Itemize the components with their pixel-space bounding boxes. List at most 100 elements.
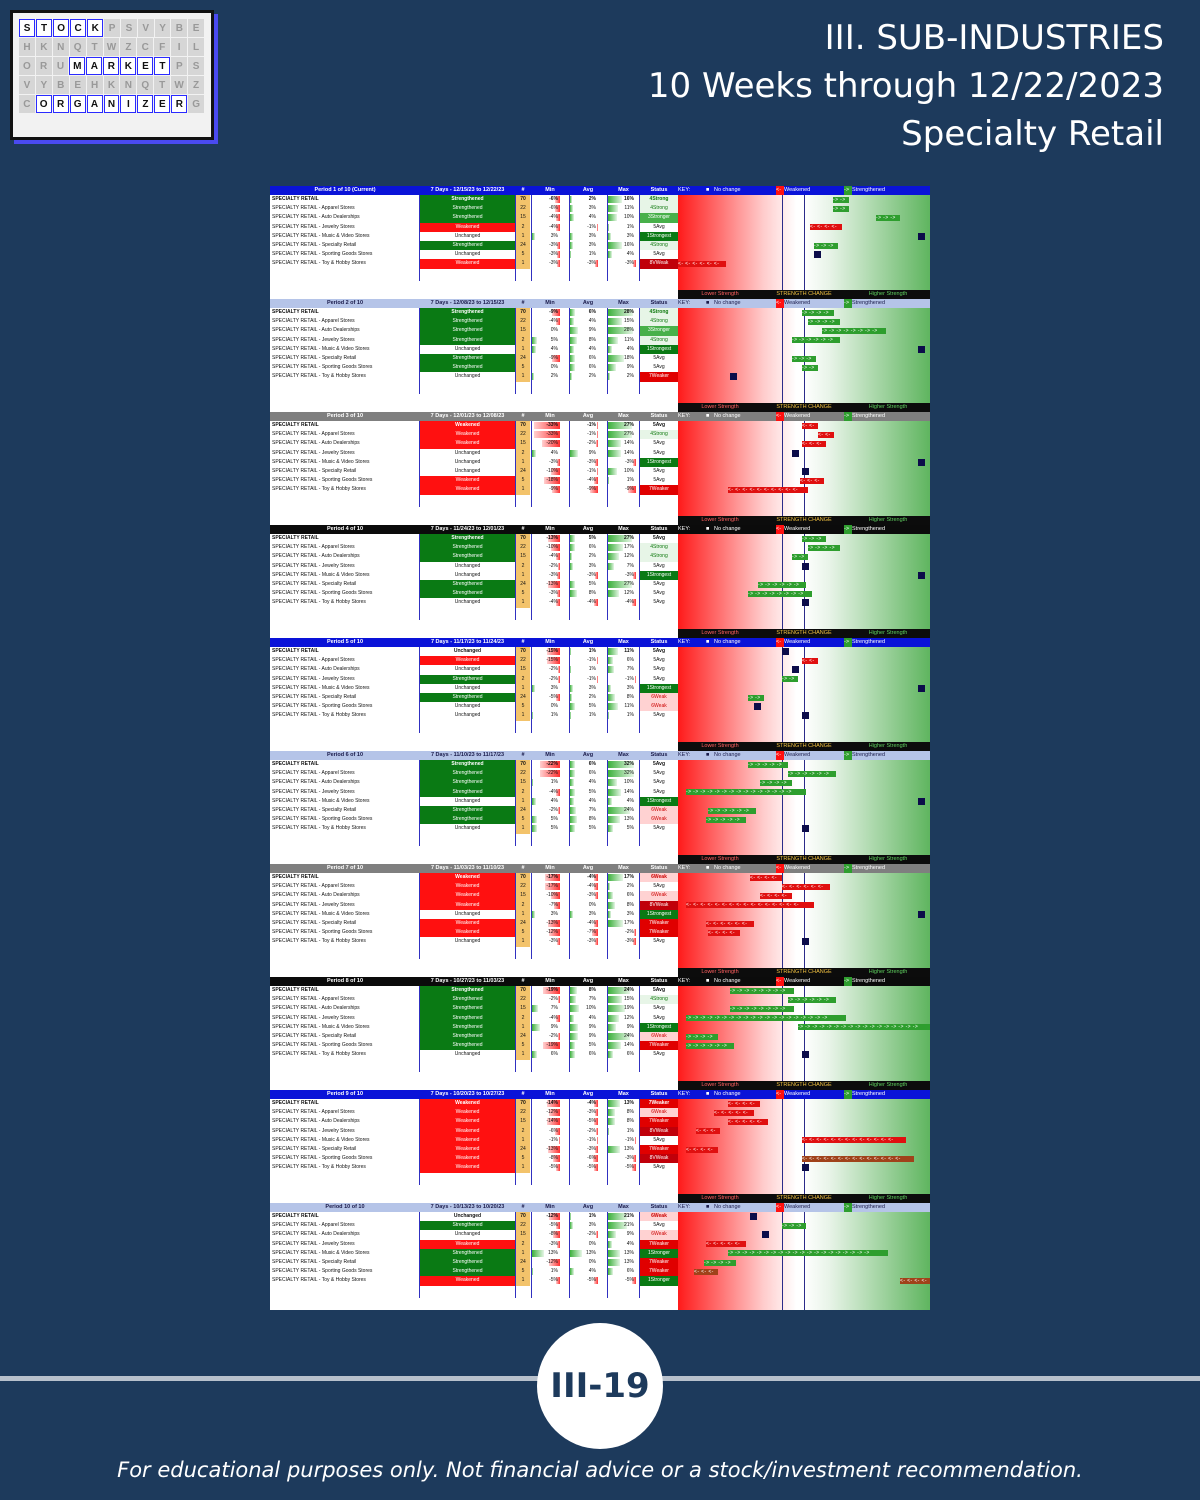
strength-status: 5Avg: [653, 251, 665, 258]
period-range: 7 Days - 10/13/23 to 10/20/23: [430, 1204, 505, 1210]
avg-value: 9%: [588, 1033, 596, 1039]
strength-status: 8VWeak: [640, 1126, 678, 1136]
strengthened-arrows: -> -> ->: [792, 355, 816, 362]
higher-strength-label: Higher Strength: [868, 404, 908, 410]
sub-industry-name: SPECIALTY RETAIL - Auto Dealerships: [272, 214, 360, 221]
table-row: SPECIALTY RETAIL - Auto Dealerships Uncha…: [270, 1230, 678, 1240]
avg-value: 2%: [588, 553, 596, 560]
higher-strength-label: Higher Strength: [868, 630, 908, 636]
change-status: Strengthened: [420, 1267, 515, 1277]
period-label: Period 9 of 10: [326, 1091, 364, 1097]
min-value: -10%: [546, 544, 558, 551]
strength-status: 5Avg: [653, 675, 665, 682]
logo-filler-cell: Y: [154, 19, 171, 37]
strength-status: 5Avg: [653, 1005, 665, 1012]
min-value: -9%: [549, 486, 558, 493]
period-header: Period 10 of 10 7 Days - 10/13/23 to 10/2…: [270, 1203, 678, 1212]
column-divider: [607, 308, 608, 394]
column-divider: [515, 534, 516, 620]
max-value-bar: [608, 214, 617, 222]
sub-industry-name: SPECIALTY RETAIL - Toy & Hobby Stores: [272, 712, 366, 719]
change-status: Weakened: [420, 1099, 515, 1109]
table-row: SPECIALTY RETAIL - Auto Dealerships Uncha…: [270, 665, 678, 675]
no-change-marker: [802, 825, 809, 833]
strength-change-legend: Lower Strength STRENGTH CHANGE Higher Stre…: [678, 1194, 930, 1203]
column-header: Max: [618, 978, 629, 984]
weakened-arrows: <- <-: [802, 657, 818, 664]
avg-value-bar: [594, 599, 598, 607]
column-divider: [639, 873, 640, 959]
column-divider: [607, 986, 608, 1072]
avg-value-bar: [593, 1277, 598, 1285]
min-value: 3%: [550, 910, 558, 917]
weakened-arrows: <- <- <- <- <-: [714, 1109, 754, 1116]
avg-value: -5%: [587, 1164, 596, 1171]
avg-value-bar: [570, 761, 576, 768]
min-value: -7%: [549, 901, 558, 908]
column-header: Min: [545, 526, 555, 532]
period-label: Period 2 of 10: [326, 300, 364, 306]
min-value-bar: [554, 1127, 560, 1135]
strength-status: 1Strongest: [640, 344, 678, 354]
avg-value: -1%: [587, 1136, 596, 1143]
avg-value: -3%: [587, 1146, 596, 1152]
strength-status: 1Strongest: [640, 570, 678, 580]
min-value-bar: [554, 205, 560, 213]
min-value-bar: [555, 1164, 560, 1172]
column-header: Avg: [582, 1091, 594, 1097]
avg-value-bar: [592, 1155, 598, 1163]
lower-strength-label: Lower Strength: [701, 630, 739, 636]
min-value: -1%: [549, 1136, 558, 1143]
avg-value-bar: [570, 779, 574, 787]
key-legend: KEY: ■ No change <- Weakened -> Strengthened: [678, 1203, 930, 1212]
logo-letter: T: [36, 19, 53, 37]
stock-count: 22: [516, 317, 530, 327]
avg-value: -2%: [587, 1127, 596, 1134]
table-row: SPECIALTY RETAIL - Specialty Retail Weake…: [270, 919, 678, 929]
sub-industry-name: SPECIALTY RETAIL - Auto Dealerships: [272, 892, 360, 899]
strength-status: 5Avg: [652, 761, 666, 767]
strengthened-arrows: -> -> -> -> -> -> -> -> -> -> -> -> -> -…: [728, 1250, 888, 1257]
period-block: Lower Strength STRENGTH CHANGE Higher Stre…: [270, 1081, 930, 1200]
max-value: 11%: [624, 648, 634, 654]
stock-count: 15: [516, 552, 530, 562]
key-item: KEY:: [678, 413, 691, 419]
change-status: Strengthened: [420, 1013, 515, 1023]
min-value-bar: [532, 1268, 533, 1276]
avg-value: 6%: [588, 761, 596, 767]
strength-status: 7Weaker: [640, 1145, 678, 1155]
avg-value: 3%: [588, 232, 596, 239]
avg-value: -1%: [587, 431, 596, 438]
min-value: -6%: [549, 205, 558, 212]
avg-value: -4%: [587, 920, 596, 926]
higher-strength-label: Higher Strength: [868, 1195, 908, 1201]
weakened-arrows: <- <- <- <- <-: [728, 1118, 768, 1125]
min-value-bar: [557, 242, 560, 249]
lower-strength-label: Lower Strength: [701, 1082, 739, 1088]
logo-filler-cell: K: [103, 76, 120, 94]
strength-status: 7Weaker: [640, 1239, 678, 1249]
avg-value-bar: [570, 318, 574, 326]
max-value-bar: [631, 1164, 636, 1172]
period-label: Period 8 of 10: [326, 978, 364, 984]
period-header: Period 8 of 10 7 Days - 10/27/23 to 11/03…: [270, 977, 678, 986]
no-change-marker: [918, 910, 925, 918]
max-value-bar: [608, 1023, 617, 1031]
min-value: -6%: [549, 196, 558, 202]
key-item: ■: [706, 187, 710, 193]
sub-industry-name: SPECIALTY RETAIL - Auto Dealerships: [272, 1231, 360, 1238]
max-value-bar: [608, 874, 624, 881]
avg-value: 3%: [588, 684, 596, 691]
min-value: -2%: [549, 666, 558, 673]
change-status: Strengthened: [420, 534, 515, 544]
max-value: 6%: [626, 892, 634, 899]
min-value-bar: [548, 535, 560, 542]
avg-value: -3%: [587, 260, 596, 267]
strength-change-legend: Lower Strength STRENGTH CHANGE Higher Stre…: [678, 516, 930, 525]
table-row: SPECIALTY RETAIL - Apparel Stores Strengt…: [270, 204, 678, 214]
title-line-range: 10 Weeks through 12/22/2023: [647, 66, 1164, 106]
max-value: 27%: [623, 431, 634, 438]
max-value-bar: [608, 477, 609, 485]
max-value: 4%: [626, 251, 634, 258]
period-label: Period 7 of 10: [326, 865, 364, 871]
